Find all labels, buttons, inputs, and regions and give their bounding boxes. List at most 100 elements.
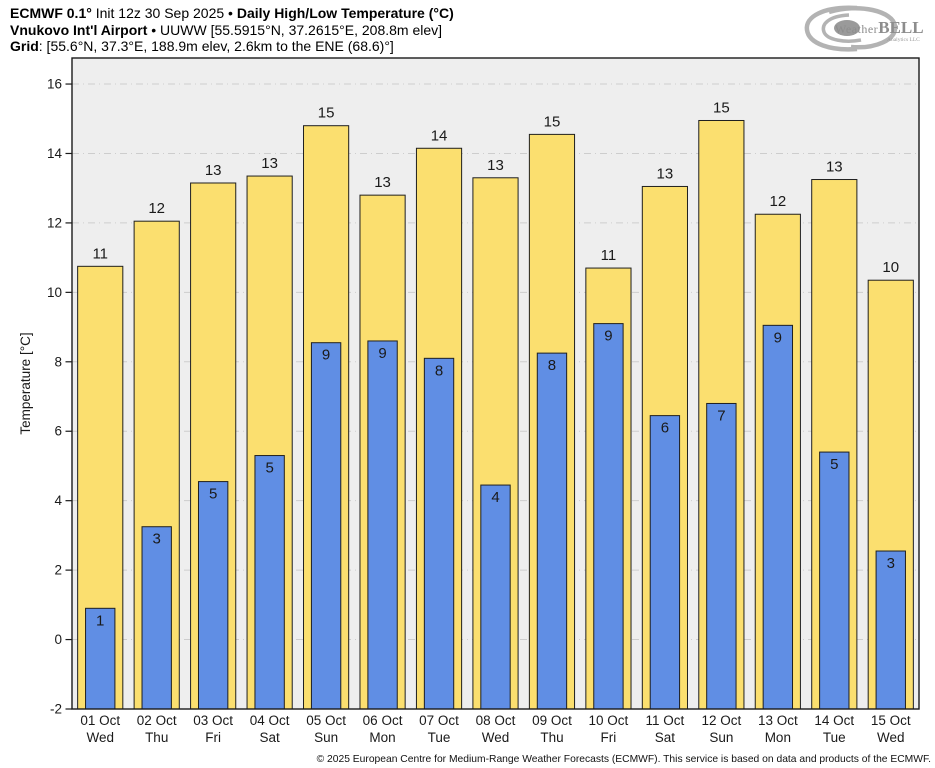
high-value-label: 13 — [487, 157, 504, 174]
x-tick-day: Sun — [709, 730, 733, 745]
x-tick-day: Sat — [655, 730, 676, 745]
copyright-notice: © 2025 European Centre for Medium-Range … — [316, 754, 931, 765]
logo-text-bell: BELL — [878, 18, 923, 37]
y-tick-label: 2 — [54, 563, 62, 578]
x-tick-date: 14 Oct — [814, 713, 854, 728]
high-value-label: 10 — [882, 259, 899, 276]
y-tick-label: 4 — [54, 493, 62, 508]
x-tick-date: 12 Oct — [701, 713, 741, 728]
high-value-label: 11 — [92, 245, 108, 262]
grid-details: : [55.6°N, 37.3°E, 188.9m elev, 2.6km to… — [38, 38, 394, 54]
x-tick-date: 02 Oct — [137, 713, 177, 728]
x-tick-day: Wed — [482, 730, 510, 745]
low-value-label: 5 — [830, 456, 838, 473]
swirl-icon — [804, 5, 898, 52]
y-tick-label: 6 — [54, 424, 62, 439]
grid-label: Grid — [10, 38, 39, 54]
y-axis-title: Temperature [°C] — [18, 332, 33, 434]
x-tick-date: 04 Oct — [250, 713, 290, 728]
station-name: Vnukovo Int'l Airport — [10, 21, 148, 38]
chart-header: ECMWF 0.1° Init 12z 30 Sep 2025 • Daily … — [10, 5, 454, 55]
y-tick-label: 10 — [47, 285, 62, 300]
low-bar — [649, 415, 681, 710]
weatherbell-logo: WeatherBELL Analytics LLC — [804, 5, 924, 52]
low-value-label: 9 — [774, 329, 782, 346]
low-value-label: 7 — [717, 407, 725, 424]
low-bar — [819, 451, 850, 710]
high-value-label: 13 — [261, 155, 278, 172]
y-tick-label: 14 — [47, 146, 63, 161]
high-value-label: 15 — [544, 113, 561, 130]
x-tick-date: 10 Oct — [589, 713, 629, 728]
x-tick-day: Fri — [205, 730, 221, 745]
y-tick-label: 12 — [47, 215, 62, 230]
x-tick-date: 06 Oct — [363, 713, 403, 728]
low-value-label: 1 — [96, 612, 104, 629]
station-details: • UUWW [55.5915°N, 37.2615°E, 208.8m ele… — [147, 21, 443, 38]
x-tick-date: 03 Oct — [193, 713, 233, 728]
y-tick-label: 0 — [54, 632, 62, 647]
x-tick-date: 09 Oct — [532, 713, 572, 728]
x-tick-day: Sun — [314, 730, 338, 745]
y-tick-label: 16 — [47, 77, 62, 92]
low-value-label: 8 — [548, 357, 556, 374]
title-line-1: ECMWF 0.1° Init 12z 30 Sep 2025 • Daily … — [10, 5, 454, 22]
x-tick-date: 08 Oct — [476, 713, 516, 728]
high-value-label: 13 — [657, 165, 674, 182]
low-bar — [875, 550, 906, 710]
low-bar — [367, 340, 398, 710]
title-model: ECMWF 0.1° — [10, 5, 92, 21]
x-tick-date: 05 Oct — [306, 713, 346, 728]
x-tick-day: Mon — [369, 730, 395, 745]
x-tick-date: 07 Oct — [419, 713, 459, 728]
title-line-3: Grid: [55.6°N, 37.3°E, 188.9m elev, 2.6k… — [10, 38, 454, 55]
high-value-label: 11 — [601, 247, 617, 264]
title-init: Init 12z 30 Sep 2025 • — [91, 5, 237, 21]
low-value-label: 9 — [604, 328, 612, 345]
x-tick-date: 01 Oct — [80, 713, 120, 728]
y-tick-label: 8 — [54, 354, 62, 369]
low-bar — [141, 526, 172, 710]
low-bar — [254, 455, 285, 710]
x-tick-day: Tue — [823, 730, 846, 745]
title-line-2: Vnukovo Int'l Airport • UUWW [55.5915°N,… — [10, 22, 454, 39]
x-tick-date: 11 Oct — [646, 713, 685, 728]
high-value-label: 15 — [713, 99, 730, 116]
x-tick-day: Mon — [765, 730, 791, 745]
svg-text:WeatherBELL: WeatherBELL — [835, 18, 924, 37]
low-value-label: 4 — [491, 489, 499, 506]
low-value-label: 3 — [153, 531, 161, 548]
logo-text-weather: Weather — [835, 22, 878, 36]
chart-frame — [71, 57, 920, 710]
high-value-label: 13 — [826, 159, 843, 176]
high-value-label: 15 — [318, 105, 335, 122]
x-tick-day: Thu — [540, 730, 563, 745]
x-tick-day: Tue — [428, 730, 451, 745]
high-value-label: 13 — [374, 174, 391, 191]
low-bar — [197, 481, 229, 710]
low-bar — [480, 484, 511, 710]
low-bar — [423, 357, 455, 710]
high-value-label: 14 — [431, 127, 448, 144]
low-value-label: 3 — [887, 555, 895, 572]
low-bar — [536, 352, 568, 710]
high-value-label: 13 — [205, 162, 222, 179]
low-value-label: 5 — [209, 486, 217, 503]
low-value-label: 5 — [265, 460, 273, 477]
high-value-label: 12 — [148, 200, 165, 217]
low-bar — [762, 324, 794, 710]
low-value-label: 9 — [322, 347, 330, 364]
logo-subtext: Analytics LLC — [887, 37, 920, 43]
title-parameter: Daily High/Low Temperature (°C) — [236, 5, 454, 21]
low-bar — [593, 323, 624, 710]
low-value-label: 6 — [661, 420, 669, 437]
low-value-label: 9 — [378, 345, 386, 362]
x-tick-date: 13 Oct — [758, 713, 798, 728]
y-tick-label: -2 — [50, 702, 62, 717]
x-tick-day: Wed — [86, 730, 114, 745]
x-tick-day: Sat — [260, 730, 281, 745]
low-value-label: 8 — [435, 362, 443, 379]
x-tick-day: Fri — [601, 730, 617, 745]
